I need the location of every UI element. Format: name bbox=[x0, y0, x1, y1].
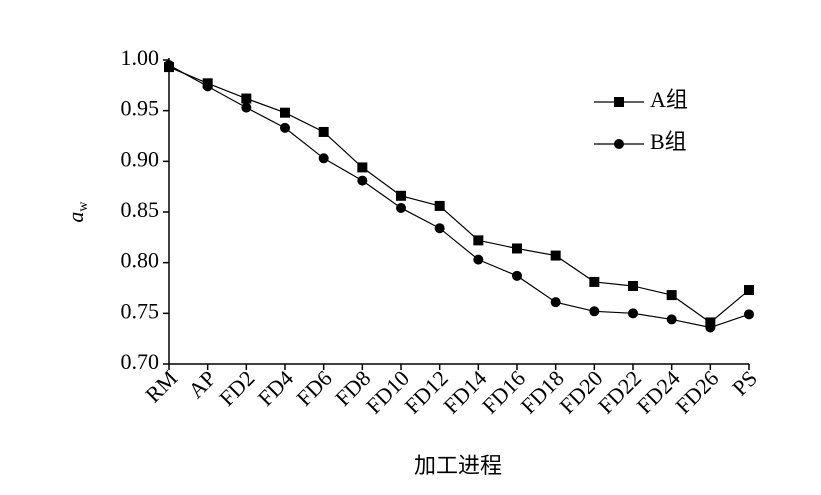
data-point bbox=[705, 317, 716, 328]
legend-marker bbox=[614, 139, 624, 149]
data-point bbox=[589, 276, 600, 287]
x-tick-label: FD6 bbox=[291, 365, 336, 410]
x-tick-label: FD16 bbox=[477, 365, 530, 418]
legend-label: B组 bbox=[650, 129, 687, 154]
y-tick-label: 0.95 bbox=[121, 96, 160, 121]
x-tick-label: FD10 bbox=[361, 365, 414, 418]
data-point bbox=[396, 190, 406, 201]
data-point bbox=[550, 297, 561, 308]
data-point bbox=[666, 290, 677, 301]
x-tick-label: FD4 bbox=[253, 365, 298, 410]
y-tick-label: 0.90 bbox=[121, 146, 160, 171]
data-point bbox=[164, 60, 174, 71]
x-tick-label: FD14 bbox=[438, 365, 491, 418]
data-point bbox=[280, 107, 290, 118]
x-tick-label: FD22 bbox=[593, 365, 646, 418]
legend-marker bbox=[614, 97, 624, 107]
x-tick-label: FD24 bbox=[632, 365, 685, 418]
y-tick-label: 0.70 bbox=[121, 349, 160, 374]
x-tick-label: FD26 bbox=[670, 365, 723, 418]
data-point bbox=[512, 270, 522, 281]
y-tick-label: 0.80 bbox=[121, 248, 160, 273]
x-tick-label: AP bbox=[183, 365, 221, 403]
data-point bbox=[202, 81, 213, 92]
x-tick-label: FD20 bbox=[554, 365, 607, 418]
data-point bbox=[705, 322, 716, 333]
x-tick-label: FD18 bbox=[516, 365, 569, 418]
data-point bbox=[473, 235, 484, 246]
data-point bbox=[744, 285, 754, 296]
x-tick-label: FD12 bbox=[400, 365, 453, 418]
x-tick-label: PS bbox=[727, 365, 762, 400]
data-point bbox=[241, 102, 252, 113]
data-point bbox=[434, 200, 445, 211]
data-point bbox=[589, 306, 600, 317]
x-axis-label: 加工进程 bbox=[414, 453, 502, 478]
data-point bbox=[473, 254, 484, 265]
data-point bbox=[241, 93, 252, 104]
data-point bbox=[512, 243, 522, 254]
y-axis-subscript: w bbox=[76, 201, 91, 212]
y-axis-label: aw bbox=[63, 201, 91, 223]
data-point bbox=[357, 175, 368, 186]
y-tick-label: 1.00 bbox=[121, 45, 160, 70]
x-tick-label: FD2 bbox=[214, 365, 259, 410]
data-point bbox=[318, 126, 329, 137]
data-point bbox=[666, 314, 677, 325]
series-line bbox=[168, 66, 750, 324]
data-point bbox=[318, 153, 329, 164]
data-point bbox=[434, 223, 445, 234]
data-point bbox=[280, 122, 290, 133]
y-tick-label: 0.75 bbox=[121, 298, 160, 323]
data-point bbox=[550, 250, 561, 261]
data-point bbox=[628, 308, 638, 319]
data-point bbox=[628, 280, 638, 291]
legend-label: A组 bbox=[650, 87, 688, 112]
y-tick-label: 0.85 bbox=[121, 197, 160, 222]
data-point bbox=[396, 202, 406, 213]
data-point bbox=[357, 162, 368, 173]
series-line bbox=[168, 64, 750, 329]
y-axis-symbol: a bbox=[63, 212, 88, 223]
data-point bbox=[744, 309, 754, 320]
